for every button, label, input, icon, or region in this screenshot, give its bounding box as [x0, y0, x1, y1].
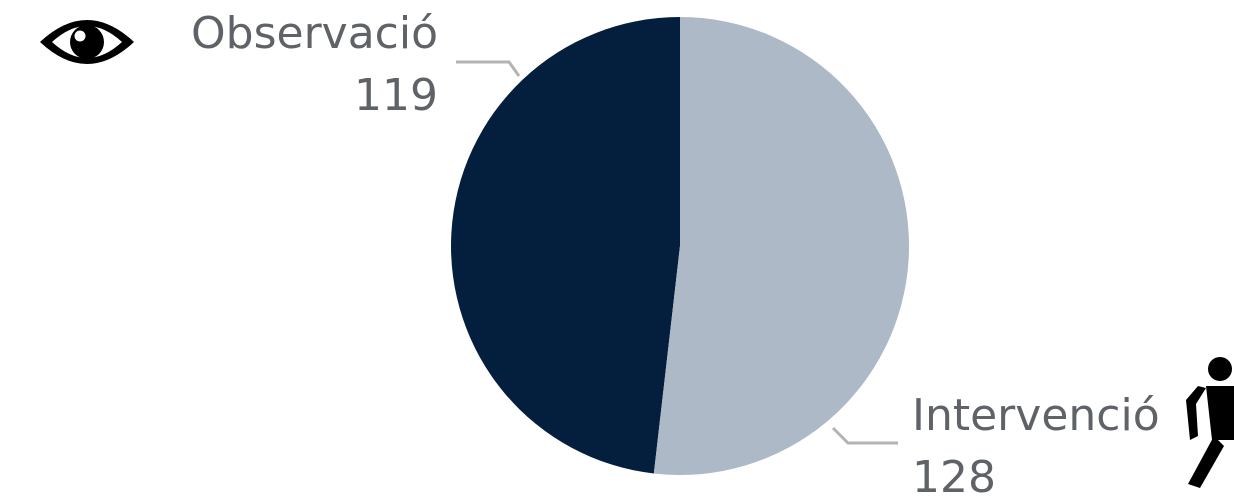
slice-value-intervencio: 128	[912, 452, 996, 503]
slice-label-observacio-name: Observació	[191, 8, 438, 59]
walking-person-icon	[1186, 357, 1234, 488]
pie-slice-observacio	[451, 17, 680, 474]
leader-line-observacio	[456, 60, 521, 77]
slice-value-observacio: 119	[354, 70, 438, 121]
leader-line-intervencio	[831, 426, 898, 445]
eye-icon	[40, 20, 134, 64]
pie-slice-intervencio	[653, 17, 910, 475]
slice-label-intervencio-name: Intervenció	[912, 390, 1160, 441]
